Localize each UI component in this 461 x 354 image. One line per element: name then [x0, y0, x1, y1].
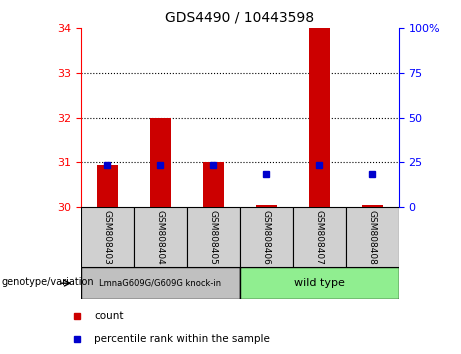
Bar [81, 267, 240, 299]
Text: GSM808408: GSM808408 [368, 210, 377, 265]
Bar [134, 207, 187, 267]
Text: GSM808407: GSM808407 [315, 210, 324, 265]
Bar [346, 207, 399, 267]
Text: percentile rank within the sample: percentile rank within the sample [94, 334, 270, 344]
Bar [240, 207, 293, 267]
Bar [308, 28, 330, 207]
Bar [203, 162, 224, 207]
Bar [149, 118, 171, 207]
Text: GSM808405: GSM808405 [209, 210, 218, 265]
Text: GSM808404: GSM808404 [156, 210, 165, 264]
Bar [361, 205, 383, 207]
Text: genotype/variation: genotype/variation [1, 276, 94, 287]
Bar [81, 207, 134, 267]
Bar [293, 207, 346, 267]
Text: GSM808403: GSM808403 [103, 210, 112, 265]
Bar [255, 205, 277, 207]
Text: wild type: wild type [294, 278, 345, 288]
Bar [240, 267, 399, 299]
Text: count: count [94, 311, 124, 321]
Bar [96, 165, 118, 207]
Text: GSM808406: GSM808406 [262, 210, 271, 265]
Text: LmnaG609G/G609G knock-in: LmnaG609G/G609G knock-in [99, 279, 221, 288]
Bar [187, 207, 240, 267]
Title: GDS4490 / 10443598: GDS4490 / 10443598 [165, 10, 314, 24]
